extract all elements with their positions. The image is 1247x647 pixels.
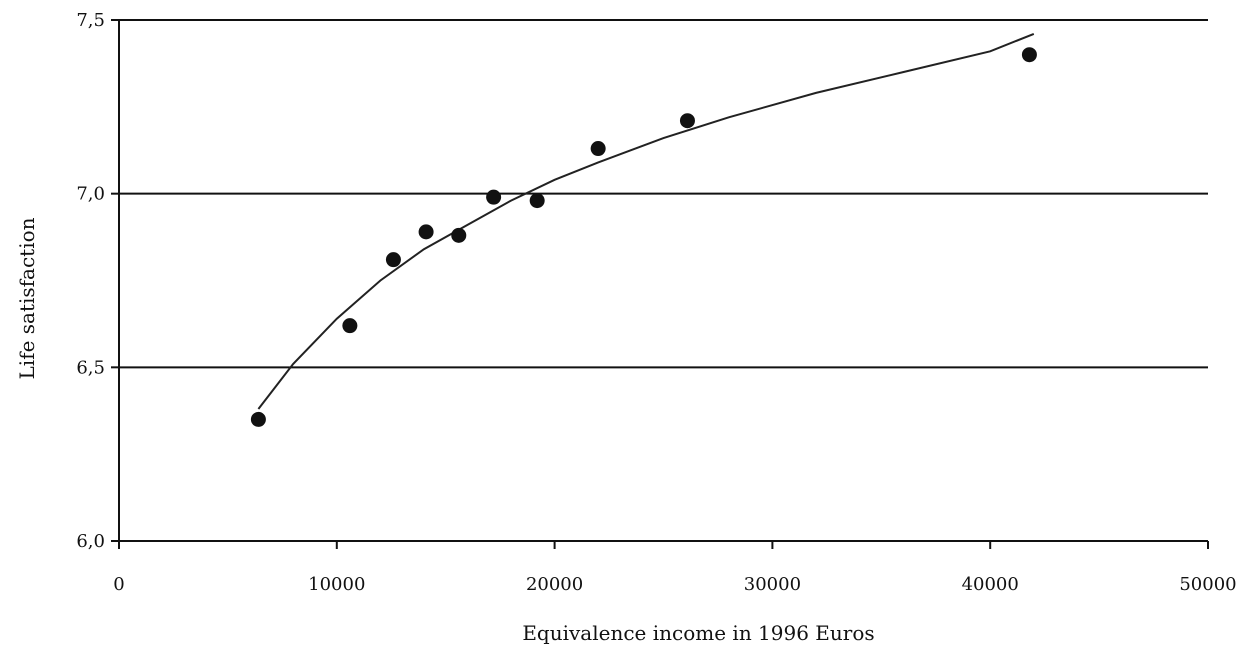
data-point (418, 224, 434, 240)
fit-curve-layer (257, 32, 1035, 410)
x-tick-label: 0 (113, 574, 124, 595)
data-point (342, 318, 358, 334)
data-point (529, 193, 545, 209)
y-tick-label: 7,5 (76, 10, 105, 31)
data-points-layer (250, 47, 1037, 427)
y-tick-label: 6,0 (76, 531, 105, 552)
data-point (385, 252, 401, 268)
grid-layer (119, 19, 1208, 369)
fit-curve (257, 32, 1035, 410)
y-tick-label: 6,5 (76, 357, 105, 378)
axes-layer (118, 20, 1208, 542)
data-point (679, 113, 695, 129)
y-axis-title: Life satisfaction (15, 217, 39, 379)
data-point (451, 227, 467, 243)
data-point (250, 411, 266, 427)
x-tick-label: 10000 (308, 574, 365, 595)
data-point (1021, 47, 1037, 63)
x-axis-title: Equivalence income in 1996 Euros (522, 621, 874, 645)
data-point (590, 141, 606, 157)
x-tick-label: 30000 (744, 574, 801, 595)
x-tick-label: 40000 (962, 574, 1019, 595)
ticks-layer: 6,0 6,5 7,0 7,5 0 10000 20000 30000 40000 50000 (76, 10, 1236, 595)
x-tick-label: 50000 (1179, 574, 1236, 595)
data-point (486, 189, 502, 205)
y-tick-label: 7,0 (76, 184, 105, 205)
x-tick-label: 20000 (526, 574, 583, 595)
